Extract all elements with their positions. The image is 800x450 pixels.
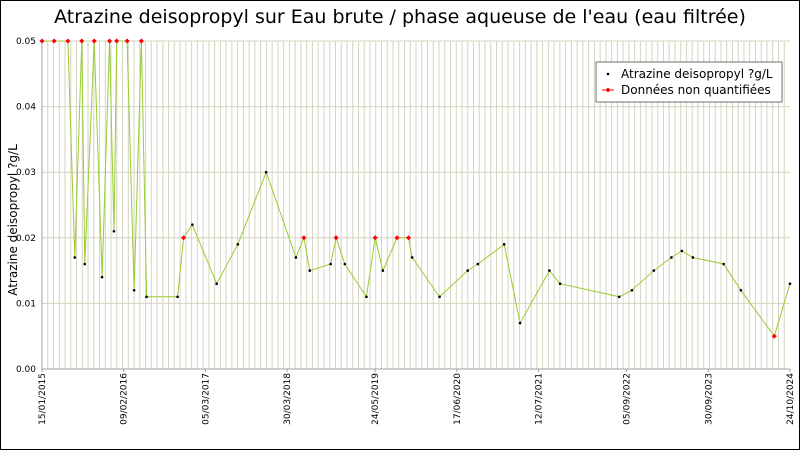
y-axis-label: Atrazine deisopropyl ?g/L (6, 144, 20, 296)
data-point-measured (410, 256, 414, 259)
data-point-unquantified (138, 38, 144, 44)
y-tick-label: 0.00 (16, 365, 36, 375)
data-point-unquantified (372, 235, 378, 241)
data-point-measured (329, 262, 332, 266)
data-point-measured (381, 269, 385, 272)
data-point-unquantified (79, 38, 85, 44)
data-point-measured (670, 256, 673, 259)
data-point-measured (617, 295, 621, 299)
x-tick-label: 05/09/2022 (623, 373, 633, 425)
data-point-measured (191, 223, 194, 226)
data-point-measured (652, 269, 656, 272)
x-tick-label: 30/09/2023 (704, 373, 714, 425)
data-point-measured (294, 256, 298, 259)
data-point-measured (83, 262, 87, 266)
x-tick-label: 24/05/2019 (371, 373, 381, 425)
legend-entry-unquantified: Données non quantifiées (621, 83, 771, 97)
x-tick-label: 09/02/2016 (120, 373, 130, 425)
data-point-unquantified (91, 38, 97, 44)
data-point-measured (132, 288, 136, 292)
data-point-unquantified (771, 333, 777, 339)
data-point-measured (558, 282, 562, 286)
data-point-measured (215, 282, 218, 286)
data-point-measured (100, 275, 104, 279)
y-tick-label: 0.01 (16, 299, 36, 309)
data-point-measured (630, 288, 634, 292)
data-point-measured (739, 288, 743, 292)
y-tick-label: 0.02 (16, 234, 36, 244)
chart-title: Atrazine deisopropyl sur Eau brute / pha… (54, 6, 746, 28)
data-point-unquantified (39, 38, 45, 44)
data-point-measured (680, 249, 684, 253)
data-point-measured (466, 269, 470, 272)
x-tick-label: 05/03/2017 (201, 373, 211, 425)
x-tick-label: 15/01/2015 (38, 373, 48, 425)
data-point-measured (308, 269, 312, 272)
data-point-unquantified (301, 235, 307, 241)
data-point-unquantified (405, 235, 411, 241)
data-point-measured (343, 262, 347, 266)
legend-marker-measured (606, 72, 610, 76)
data-point-measured (502, 243, 506, 246)
data-point-unquantified (333, 235, 339, 241)
data-point-measured (476, 262, 480, 266)
legend-entry-measured: Atrazine deisopropyl ?g/L (621, 67, 773, 81)
data-point-unquantified (51, 38, 57, 44)
data-point-measured (112, 229, 116, 233)
data-point-measured (73, 256, 77, 259)
x-tick-label: 30/03/2018 (283, 373, 293, 425)
x-tick-label: 12/07/2021 (535, 373, 545, 425)
series-line (42, 40, 791, 338)
y-tick-label: 0.04 (16, 103, 36, 113)
data-point-measured (691, 256, 695, 259)
data-point-measured (236, 243, 240, 246)
data-point-measured (176, 295, 179, 299)
data-point-measured (145, 295, 148, 299)
data-point-measured (548, 269, 551, 272)
x-tick-label: 17/06/2020 (453, 373, 463, 425)
data-point-unquantified (124, 38, 130, 44)
data-point-measured (722, 262, 725, 266)
data-point-unquantified (107, 38, 113, 44)
y-tick-label: 0.03 (16, 168, 36, 178)
legend-box (595, 61, 783, 103)
data-point-unquantified (181, 235, 187, 241)
data-point-unquantified (65, 38, 71, 44)
data-point-measured (518, 321, 522, 325)
data-point-measured (438, 295, 441, 299)
data-point-unquantified (114, 38, 120, 44)
x-tick-label: 24/10/2024 (786, 373, 796, 425)
legend-marker-unquantified (605, 87, 611, 93)
data-point-measured (365, 295, 368, 299)
y-tick-label: 0.05 (16, 37, 36, 47)
data-point-measured (788, 282, 792, 286)
data-point-unquantified (394, 235, 400, 241)
data-point-measured (264, 170, 268, 174)
